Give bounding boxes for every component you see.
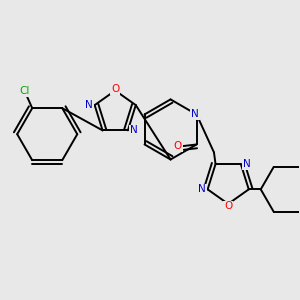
Text: O: O <box>111 84 119 94</box>
Text: O: O <box>224 201 232 212</box>
Text: Cl: Cl <box>19 86 29 96</box>
Text: N: N <box>85 100 93 110</box>
Text: N: N <box>130 125 137 135</box>
Text: N: N <box>191 109 199 119</box>
Text: N: N <box>198 184 206 194</box>
Text: N: N <box>243 159 250 169</box>
Text: O: O <box>173 141 182 151</box>
